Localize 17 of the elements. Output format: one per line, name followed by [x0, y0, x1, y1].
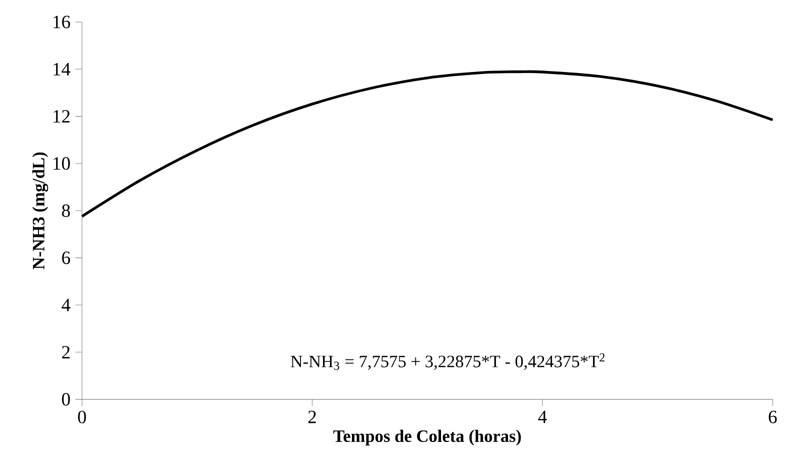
x-tick-label: 6 — [768, 410, 777, 424]
y-tick-label: 0 — [62, 392, 70, 406]
annotation: N-NH$_{3}$ = 7,7575 + 3,22875*T - 0,424375*T$^{2}$ — [290, 353, 605, 370]
y-tick-label: 12 — [54, 110, 70, 122]
line-series — [80, 70, 774, 218]
y-tick-label: 2 — [62, 346, 70, 358]
x-tick-label: 2 — [308, 410, 316, 423]
y-tick-label: 14 — [54, 62, 70, 76]
y-tick-label: 8 — [62, 204, 70, 217]
y-tick-label: 10 — [54, 157, 70, 170]
y-tick-label: 6 — [62, 251, 70, 264]
x-tick-label: 0 — [78, 410, 86, 424]
y-tick-label: 16 — [54, 16, 70, 28]
x-tick-label: 4 — [538, 410, 547, 423]
y-axis-title: N-NH3 (mg/dL) — [32, 152, 48, 270]
y-tick-label: 4 — [62, 298, 70, 311]
x-axis-title: Tempos de Coleta (horas) — [333, 430, 521, 446]
